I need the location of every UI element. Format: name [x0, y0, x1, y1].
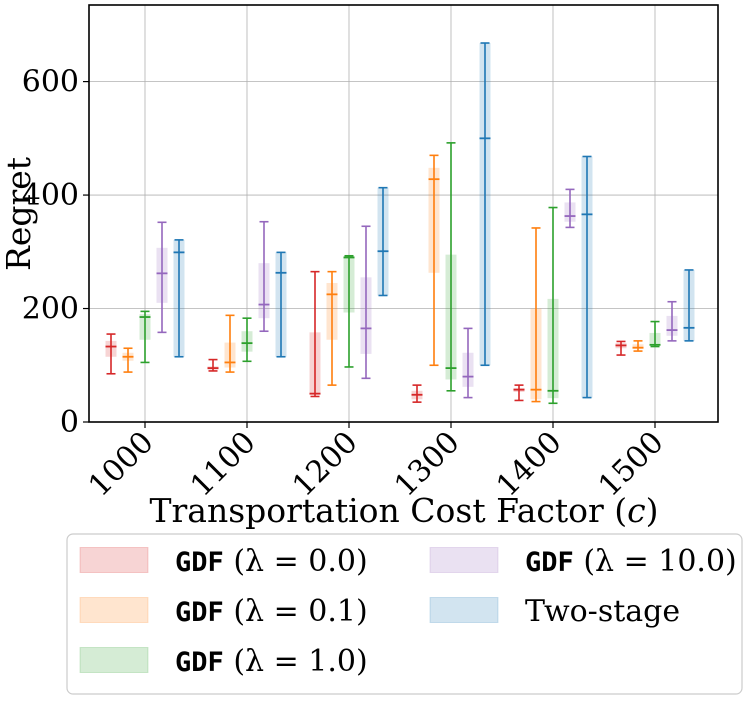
y-tick-label: 600: [22, 65, 79, 100]
box-1-4: [530, 227, 542, 403]
box-body: [360, 277, 372, 354]
legend-entries: GDF (λ = 0.0) GDF (λ = 0.1) GDF (λ = 1.0) G…: [79, 544, 737, 679]
box-4-3: [479, 42, 491, 367]
box-body: [632, 344, 644, 349]
box-body: [309, 332, 321, 395]
box-0-5: [615, 340, 627, 356]
box-body: [105, 340, 117, 357]
box-body: [683, 269, 695, 341]
legend-entry-0: GDF (λ = 0.0): [79, 544, 368, 579]
box-body: [581, 156, 593, 398]
box-0-2: [309, 270, 321, 398]
legend-swatch: [79, 647, 149, 673]
y-axis-label: Regret: [0, 157, 38, 271]
box-body: [173, 239, 185, 357]
box-1-5: [632, 340, 644, 352]
legend-swatch: [79, 547, 149, 573]
box-body: [445, 254, 457, 380]
box-1-0: [122, 347, 134, 373]
legend: GDF (λ = 0.0) GDF (λ = 0.1) GDF (λ = 1.0) G…: [66, 533, 743, 695]
y-tick-label: 400: [22, 178, 79, 213]
box-3-4: [564, 188, 576, 229]
legend-label: GDF (λ = 10.0): [525, 544, 737, 579]
legend-label: GDF (λ = 1.0): [175, 644, 368, 679]
box-body: [530, 308, 542, 400]
box-series: [105, 42, 695, 405]
legend-swatch: [429, 597, 499, 623]
legend-swatch: [79, 597, 149, 623]
box-2-5: [649, 320, 661, 348]
box-3-1: [258, 220, 270, 333]
box-body: [139, 314, 151, 340]
grid-lines: [89, 5, 718, 423]
box-4-2: [377, 186, 389, 297]
box-4-0: [173, 239, 185, 358]
box-2-3: [445, 142, 457, 392]
box-body: [326, 283, 338, 340]
y-tick-label: 200: [22, 292, 79, 327]
legend-label: GDF (λ = 0.0): [175, 544, 368, 579]
box-3-0: [156, 221, 168, 334]
box-4-1: [275, 251, 287, 358]
legend-label: Two-stage: [525, 594, 680, 629]
box-1-3: [428, 154, 440, 367]
box-2-2: [343, 254, 355, 368]
box-body: [564, 202, 576, 222]
box-body: [275, 252, 287, 357]
legend-entry-2: GDF (λ = 1.0): [79, 644, 368, 679]
legend-label: GDF (λ = 0.1): [175, 594, 368, 629]
x-axis-label: Transportation Cost Factor (c): [149, 491, 658, 530]
box-body: [224, 342, 236, 368]
legend-entry-1: GDF (λ = 0.1): [79, 594, 368, 629]
box-0-1: [207, 358, 219, 372]
box-2-0: [139, 310, 151, 364]
box-body: [258, 263, 270, 319]
box-0-3: [411, 384, 423, 403]
box-0-4: [513, 384, 525, 402]
box-body: [377, 187, 389, 296]
legend-entry-4: Two-stage: [429, 594, 680, 629]
box-body: [547, 298, 559, 399]
box-body: [428, 167, 440, 273]
box-4-4: [581, 155, 593, 399]
y-axis: 0 200 400 600: [22, 65, 89, 440]
y-tick-label: 0: [60, 405, 79, 440]
box-0-0: [105, 333, 117, 375]
box-3-2: [360, 225, 372, 380]
box-body: [479, 43, 491, 366]
box-4-5: [683, 269, 695, 342]
box-3-3: [462, 327, 474, 399]
box-2-1: [241, 317, 253, 363]
box-3-5: [666, 300, 678, 342]
box-body: [343, 256, 355, 313]
box-2-4: [547, 206, 559, 405]
legend-swatch: [429, 547, 499, 573]
legend-frame: [66, 533, 743, 695]
box-1-1: [224, 314, 236, 373]
box-body: [649, 332, 661, 346]
box-body: [156, 247, 168, 303]
box-body: [241, 331, 253, 352]
plot-frame: [88, 4, 719, 423]
legend-entry-3: GDF (λ = 10.0): [429, 544, 737, 579]
box-body: [462, 352, 474, 387]
box-body: [666, 315, 678, 336]
box-1-2: [326, 270, 338, 386]
